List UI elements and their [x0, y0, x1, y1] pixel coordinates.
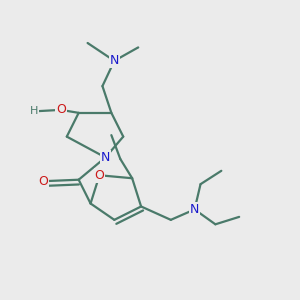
- Text: N: N: [190, 203, 199, 216]
- Text: N: N: [110, 54, 119, 67]
- Text: H: H: [30, 106, 38, 116]
- Text: N: N: [101, 151, 110, 164]
- Text: O: O: [38, 175, 48, 188]
- Text: O: O: [56, 103, 66, 116]
- Text: O: O: [94, 169, 104, 182]
